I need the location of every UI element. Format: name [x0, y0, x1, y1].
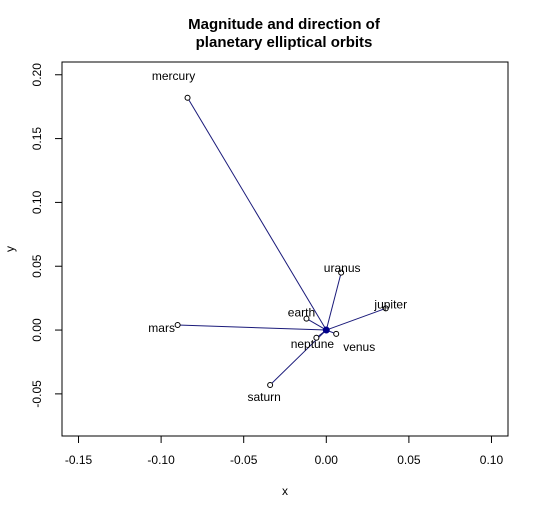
x-tick-label: -0.15 — [65, 453, 93, 467]
point-saturn — [267, 381, 274, 388]
vector-jupiter — [326, 307, 386, 331]
point-jupiter — [382, 305, 389, 312]
origin-point — [322, 326, 330, 334]
y-tick-label: 0.10 — [30, 190, 44, 214]
point-venus — [333, 330, 340, 337]
y-tick-label: 0.15 — [30, 127, 44, 151]
point-earth — [303, 315, 310, 322]
label-jupiter: jupiter — [373, 298, 407, 312]
vector-mars — [177, 324, 327, 331]
y-tick-label: 0.20 — [30, 63, 44, 87]
y-tick-label: 0.05 — [30, 254, 44, 278]
point-mars — [174, 321, 181, 328]
x-tick-label: -0.05 — [230, 453, 258, 467]
planet-points — [174, 94, 389, 388]
x-tick-label: -0.10 — [147, 453, 175, 467]
label-venus: venus — [343, 340, 375, 354]
y-axis: -0.05 0.00 0.05 0.10 0.15 0.20 — [30, 63, 63, 408]
vector-earth — [306, 318, 327, 331]
point-mercury — [184, 94, 191, 101]
point-uranus — [338, 269, 345, 276]
x-tick-label: 0.10 — [480, 453, 504, 467]
chart-title-line-1: Magnitude and direction of — [188, 16, 381, 33]
plot-frame — [61, 61, 509, 437]
y-tick-label: 0.00 — [30, 318, 44, 342]
x-tick-label: 0.00 — [315, 453, 339, 467]
label-neptune: neptune — [291, 337, 335, 351]
label-saturn: saturn — [247, 390, 280, 404]
x-tick-label: 0.05 — [397, 453, 421, 467]
planet-labels: mercury venus earth mars jupiter saturn uranus… — [148, 69, 407, 404]
vector-uranus — [325, 272, 342, 331]
x-axis-label: x — [282, 484, 288, 498]
label-earth: earth — [288, 306, 315, 320]
point-neptune — [313, 334, 320, 341]
label-mars: mars — [148, 321, 175, 335]
chart-title: Magnitude and direction of planetary ell… — [188, 16, 381, 51]
y-tick-label: -0.05 — [30, 380, 44, 408]
label-mercury: mercury — [152, 69, 195, 83]
vector-mercury — [187, 97, 327, 331]
label-uranus: uranus — [324, 261, 361, 275]
y-axis-label: y — [3, 246, 17, 252]
x-axis: -0.15 -0.10 -0.05 0.00 0.05 0.10 — [65, 435, 504, 467]
chart-title-line-2: planetary elliptical orbits — [196, 34, 373, 51]
